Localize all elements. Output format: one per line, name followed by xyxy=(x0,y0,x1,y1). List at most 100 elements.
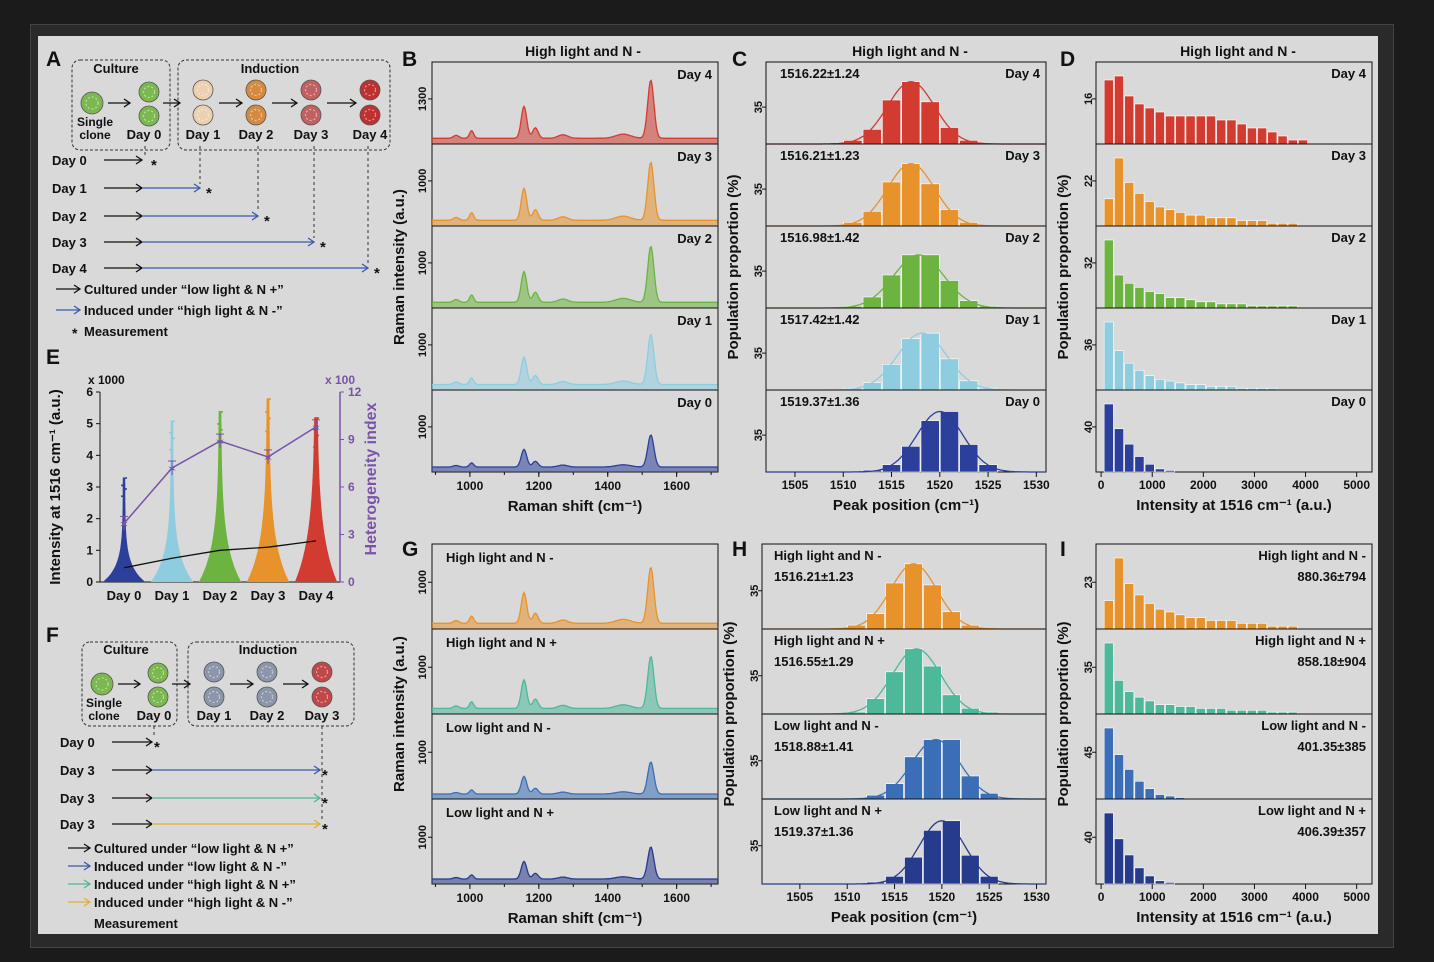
panel-b-ytick-label: 1000 xyxy=(417,415,429,439)
panel-i-bar xyxy=(1165,704,1176,715)
panel-a-cell-top-inner xyxy=(363,83,377,97)
panel-h-xtick-label: 1525 xyxy=(976,890,1003,904)
panel-a-cell-bottom xyxy=(245,104,267,126)
panel-d-bar xyxy=(1114,157,1124,227)
panel-c-bar xyxy=(920,183,940,227)
panel-f-row-induced-head xyxy=(313,765,322,775)
panel-d-xlabel: Intensity at 1516 cm⁻¹ (a.u.) xyxy=(1136,497,1331,514)
panel-d-bar xyxy=(1236,123,1247,145)
panel-i-bar xyxy=(1195,617,1206,630)
panel-i-xlabel: Intensity at 1516 cm⁻¹ (a.u.) xyxy=(1136,909,1331,926)
panel-i-xtick-label: 4000 xyxy=(1292,890,1319,904)
panel-d-bar xyxy=(1124,182,1135,227)
panel-d-ytick-label: 32 xyxy=(1083,257,1095,269)
panel-f-single: Single xyxy=(86,696,122,710)
panel-d-bar xyxy=(1216,303,1227,309)
panel-a-row-induced-head xyxy=(307,237,316,247)
panel-f-arrow-head xyxy=(301,679,310,689)
panel-f-cell-bottom-inner xyxy=(207,690,221,704)
panel-e-xtick-label: Day 0 xyxy=(107,588,142,603)
panel-b-fill-3 xyxy=(432,334,718,390)
panel-e-violin xyxy=(294,417,338,582)
panel-d-bar xyxy=(1144,291,1155,309)
panel-a-cell-day0b xyxy=(138,105,160,127)
panel-h-bar xyxy=(904,756,923,800)
panel-d-bar xyxy=(1195,384,1206,391)
panel-d-bar xyxy=(1165,209,1176,227)
panel-i-bar xyxy=(1195,708,1206,715)
panel-h-fit xyxy=(762,820,1046,885)
panel-d-bar xyxy=(1134,193,1145,227)
panel-d-bar xyxy=(1226,386,1237,391)
panel-c-xtick-label: 1530 xyxy=(1023,478,1050,492)
panel-e-outlier xyxy=(173,420,175,423)
panel-a-cell-bottom-inner xyxy=(363,108,377,122)
panel-f-cell-top-inner xyxy=(260,665,274,679)
panel-h-stat: 1519.37±1.36 xyxy=(774,824,853,839)
panel-c-bar xyxy=(862,211,882,227)
panel-i-stat: 401.35±385 xyxy=(1297,739,1366,754)
panel-c-bar xyxy=(939,209,959,227)
panel-g-ytick-label: 1000 xyxy=(417,740,429,764)
panel-c-ytick-label: 35 xyxy=(753,183,765,195)
panel-g-fill-2 xyxy=(432,762,718,799)
panel-i-ylabel: Population proportion (%) xyxy=(1055,622,1072,807)
panel-i-bar xyxy=(1103,727,1114,800)
panel-g-ylabel: Raman intensity (a.u.) xyxy=(391,636,408,792)
panel-b-fill-0 xyxy=(432,80,718,144)
panel-h-xtick-label: 1530 xyxy=(1023,890,1050,904)
panel-i-bar xyxy=(1165,882,1176,885)
panel-i-bar xyxy=(1103,642,1114,715)
panel-i-label: Low light and N + xyxy=(1258,803,1366,818)
panel-e-outlier xyxy=(121,495,123,498)
panel-f-induction-label: Induction xyxy=(239,642,298,657)
panel-i-bar xyxy=(1175,614,1186,630)
panel-d-label: Day 2 xyxy=(1331,230,1366,245)
panel-a-row-label: Day 3 xyxy=(52,235,87,250)
panel-d-ytick-label: 40 xyxy=(1083,421,1095,433)
panel-d-bar xyxy=(1226,303,1237,309)
panel-b-label: Day 2 xyxy=(677,231,712,246)
panel-c-stat: 1516.21±1.23 xyxy=(780,148,859,163)
panel-c-bar xyxy=(901,163,921,227)
panel-c-bar xyxy=(882,181,901,227)
panel-e-violin xyxy=(150,420,194,582)
panel-g-ytick-label: 1000 xyxy=(417,655,429,679)
panel-f-star: * xyxy=(322,767,328,784)
panel-f-induction-box xyxy=(187,641,355,727)
panel-d-bar xyxy=(1144,107,1155,145)
panel-c-stat: 1516.22±1.24 xyxy=(780,66,860,81)
panel-h-bar xyxy=(866,613,885,630)
panel-a-arrow-head xyxy=(235,98,244,108)
panel-a-arrow-head xyxy=(123,98,132,108)
panel-g-xtick-label: 1200 xyxy=(525,891,552,905)
panel-a-single: Single xyxy=(77,115,113,129)
panel-c-label: Day 0 xyxy=(1005,394,1040,409)
panel-d-bar xyxy=(1175,382,1186,391)
panel-g-label: Low light and N - xyxy=(446,720,551,735)
panel-h-ytick-label: 35 xyxy=(749,755,761,767)
panel-h-bar xyxy=(923,665,942,715)
panel-d-xtick-label: 3000 xyxy=(1241,478,1268,492)
panel-i-bar xyxy=(1124,583,1135,630)
panel-i-bar xyxy=(1124,691,1135,715)
panel-i-xtick-label: 2000 xyxy=(1190,890,1217,904)
panel-a-cell-bottom-inner xyxy=(249,108,263,122)
panel-g-fill-1 xyxy=(432,656,718,714)
panel-letter-C: C xyxy=(732,48,747,71)
panel-d-bar xyxy=(1298,139,1308,145)
panel-d-bar xyxy=(1134,287,1145,309)
panel-a-cell-single xyxy=(80,91,104,115)
panel-d-label: Day 3 xyxy=(1331,148,1366,163)
panel-d-bar xyxy=(1103,321,1114,391)
panel-d-bar xyxy=(1103,403,1114,473)
panel-d-bar xyxy=(1195,301,1206,309)
panel-h-bar xyxy=(942,694,961,715)
panel-f-day-label: Day 0 xyxy=(137,708,172,723)
panel-e-multiplier-2: x 100 xyxy=(325,373,355,387)
panel-e-mean-line xyxy=(123,540,317,569)
panel-f-arrow-head xyxy=(183,679,192,689)
panel-d-subpanel xyxy=(1095,389,1373,473)
panel-i-bar xyxy=(1114,838,1124,885)
panel-e-outlier xyxy=(265,430,267,433)
